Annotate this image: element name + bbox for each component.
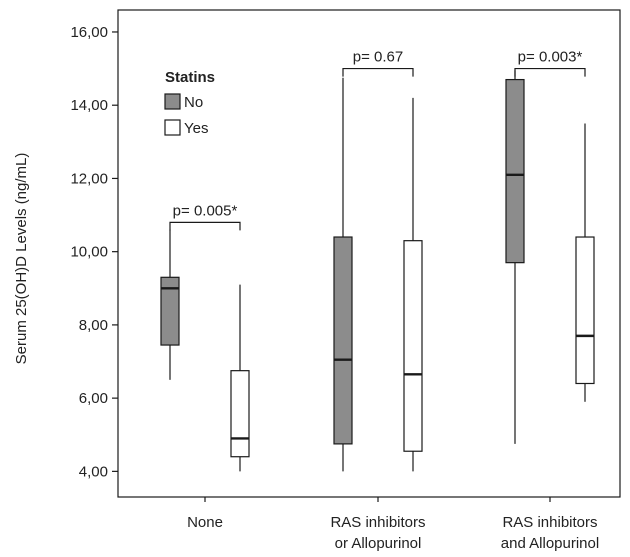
y-axis-title: Serum 25(OH)D Levels (ng/mL) bbox=[13, 153, 30, 365]
category-labels: None RAS inhibitors or Allopurinol RAS inhi… bbox=[187, 497, 599, 552]
axes bbox=[117, 9, 621, 498]
box-no-2 bbox=[505, 70, 525, 444]
y-tick-label: 4,00 bbox=[79, 463, 108, 480]
p-value-bracket: p= 0.005* bbox=[169, 202, 241, 231]
box-yes-2 bbox=[575, 123, 595, 402]
legend: Statins No Yes bbox=[164, 69, 215, 137]
iqr-box bbox=[333, 236, 353, 445]
legend-label-yes: Yes bbox=[184, 120, 208, 137]
legend-swatch-yes bbox=[164, 119, 181, 136]
y-axis-ticks: 4,00 6,00 8,00 10,00 12,00 14,00 16,00 bbox=[70, 24, 118, 480]
iqr-box bbox=[160, 276, 180, 346]
p-value-bracket: p= 0.67 bbox=[342, 49, 414, 77]
p-value-bracket: p= 0.003* bbox=[514, 49, 586, 77]
box-no-1 bbox=[333, 77, 353, 472]
p-value-annotations: p= 0.005* p= 0.67 p= 0.003* bbox=[169, 49, 586, 231]
category-label: and Allopurinol bbox=[501, 535, 599, 552]
category-label: RAS inhibitors bbox=[502, 514, 597, 531]
iqr-box bbox=[575, 236, 595, 385]
legend-swatch-no bbox=[164, 93, 181, 110]
category-label: RAS inhibitors bbox=[330, 514, 425, 531]
box-yes-1 bbox=[403, 97, 423, 472]
p-value-label: p= 0.67 bbox=[353, 49, 403, 66]
iqr-box bbox=[230, 370, 250, 458]
p-value-label: p= 0.005* bbox=[173, 202, 238, 219]
legend-label-no: No bbox=[184, 94, 203, 111]
box-yes-0 bbox=[230, 284, 250, 472]
bracket-line bbox=[514, 67, 586, 77]
bracket-line bbox=[342, 67, 414, 77]
category-label: None bbox=[187, 514, 223, 531]
y-tick-label: 6,00 bbox=[79, 390, 108, 407]
iqr-box bbox=[505, 78, 525, 264]
plot-frame bbox=[117, 9, 621, 498]
box-no-0 bbox=[160, 229, 180, 380]
category-label: or Allopurinol bbox=[335, 535, 422, 552]
iqr-box bbox=[403, 240, 423, 452]
bracket-line bbox=[169, 221, 241, 231]
y-tick-label: 8,00 bbox=[79, 317, 108, 334]
boxes bbox=[160, 70, 595, 472]
y-tick-label: 12,00 bbox=[70, 170, 108, 187]
y-tick-label: 14,00 bbox=[70, 97, 108, 114]
p-value-label: p= 0.003* bbox=[518, 49, 583, 66]
legend-title: Statins bbox=[165, 69, 215, 86]
y-tick-label: 10,00 bbox=[70, 244, 108, 261]
y-tick-label: 16,00 bbox=[70, 24, 108, 41]
